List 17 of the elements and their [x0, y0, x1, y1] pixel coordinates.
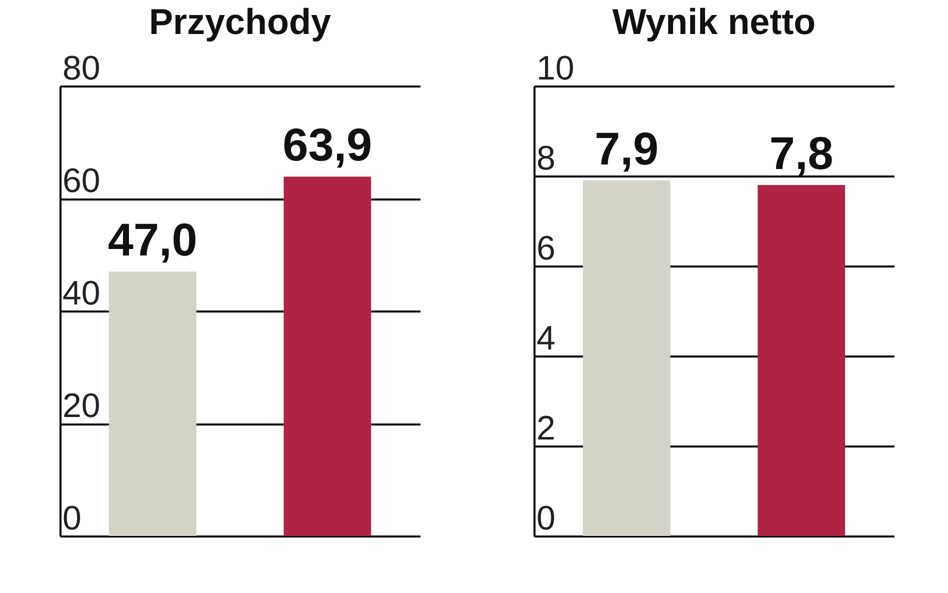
chart-title: Przychody	[148, 1, 332, 42]
y-tick-label: 40	[62, 274, 100, 312]
y-tick-label: 8	[536, 140, 556, 178]
y-tick-label: 4	[536, 320, 556, 358]
y-tick-label: 20	[62, 387, 100, 425]
data-label: 7,9	[594, 122, 659, 174]
data-label: 63,9	[282, 118, 372, 171]
y-tick-label: 2	[536, 410, 556, 448]
data-label: 47,0	[108, 214, 198, 266]
y-tick-label: 0	[62, 500, 82, 538]
y-tick-label: 0	[536, 500, 556, 538]
data-label: 7,8	[769, 127, 834, 179]
y-tick-label: 80	[62, 50, 100, 88]
y-tick-label: 10	[536, 50, 574, 88]
chart-title: Wynik netto	[612, 1, 816, 42]
y-tick-label: 6	[536, 230, 556, 268]
y-tick-label: 60	[62, 162, 100, 200]
